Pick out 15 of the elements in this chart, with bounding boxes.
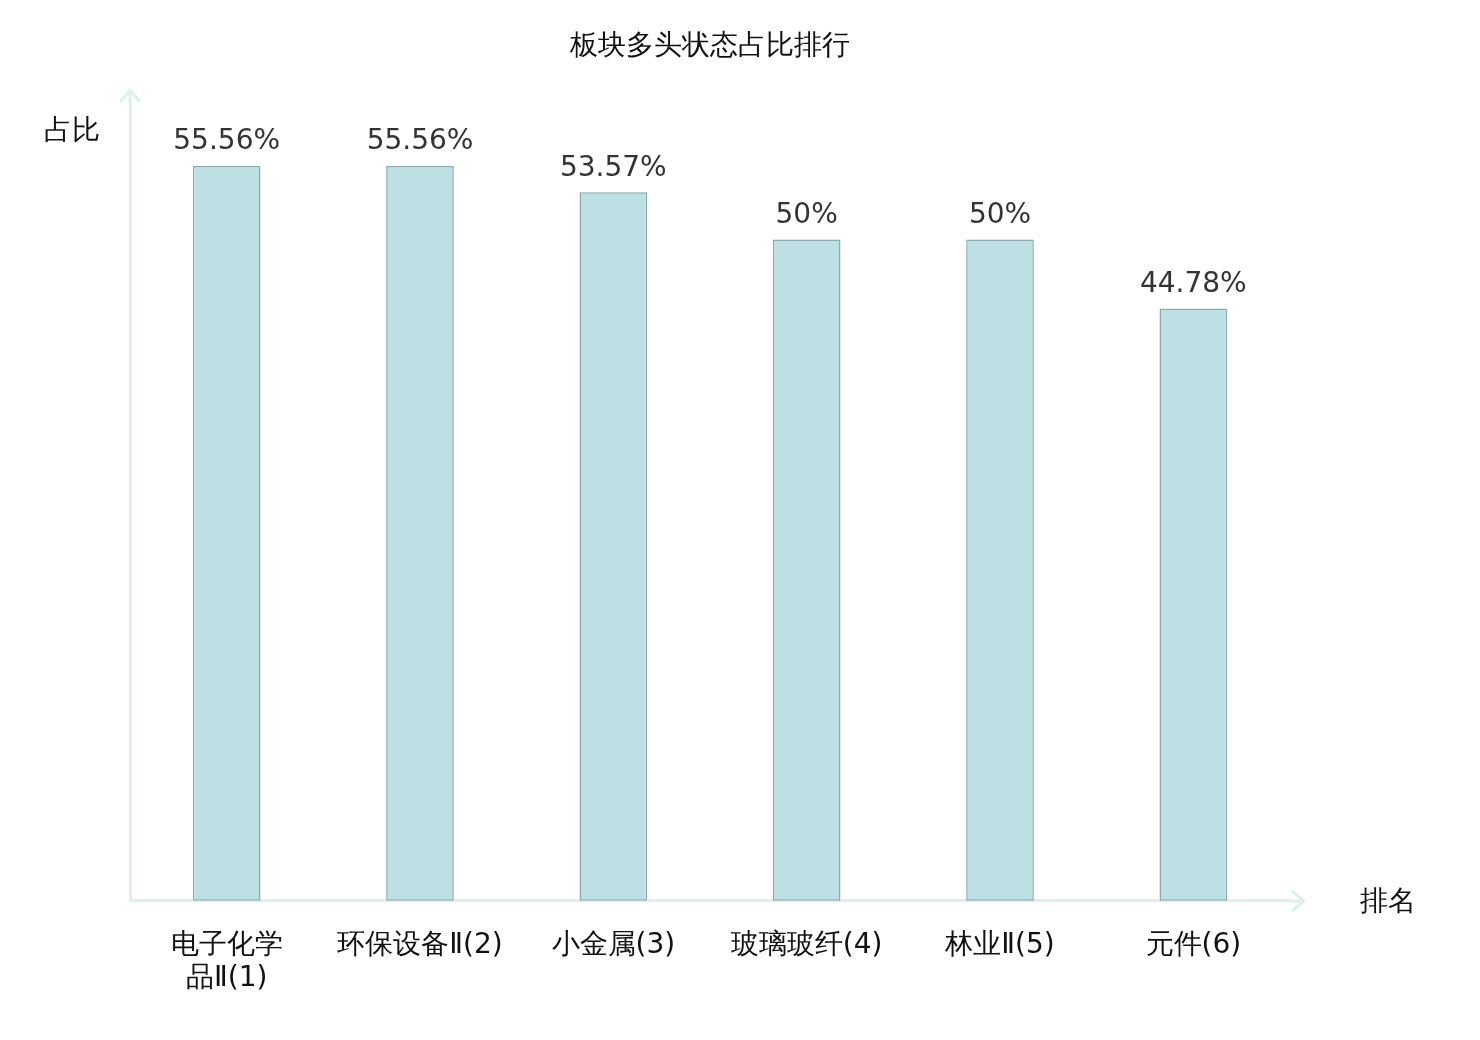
x-tick-label: 玻璃玻纤(4): [730, 926, 883, 960]
x-tick-label: 林业Ⅱ(5): [944, 926, 1055, 960]
x-tick-label: 元件(6): [1145, 926, 1242, 960]
data-label: 44.78%: [1139, 265, 1247, 299]
data-label: 55.56%: [366, 123, 474, 157]
data-label: 53.57%: [559, 149, 667, 183]
x-tick-label: 环保设备Ⅱ(2): [337, 926, 503, 960]
data-label: 50%: [968, 196, 1032, 230]
x-axis-title: 排名: [1360, 884, 1416, 918]
chart-title: 板块多头状态占比排行: [569, 28, 850, 62]
y-axis-title: 占比: [44, 112, 100, 146]
x-tick-label: 小金属(3): [551, 926, 676, 960]
x-tick-label: 电子化学品Ⅱ(1): [170, 926, 283, 994]
data-label: 50%: [775, 196, 838, 230]
data-label: 55.56%: [173, 123, 281, 157]
